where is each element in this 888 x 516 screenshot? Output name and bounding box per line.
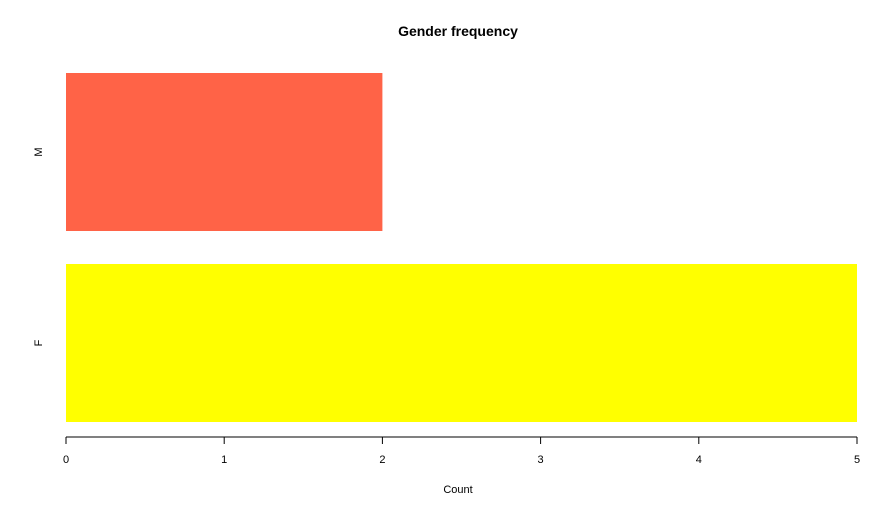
bar-f (66, 264, 857, 422)
bar-m (66, 73, 383, 231)
x-tick-label-5: 5 (854, 454, 860, 466)
category-label-m: M (33, 147, 45, 156)
x-tick-label-2: 2 (379, 454, 385, 466)
category-labels-group: FM (33, 147, 45, 346)
category-label-f: F (33, 339, 45, 346)
x-tick-label-0: 0 (63, 454, 69, 466)
x-axis: 0 1 2 3 4 5 (63, 436, 860, 466)
x-tick-label-4: 4 (696, 454, 702, 466)
bars-group (66, 73, 857, 422)
x-tick-label-3: 3 (538, 454, 544, 466)
chart-title: Gender frequency (398, 23, 518, 39)
x-tick-label-1: 1 (221, 454, 227, 466)
x-axis-label: Count (443, 484, 472, 496)
